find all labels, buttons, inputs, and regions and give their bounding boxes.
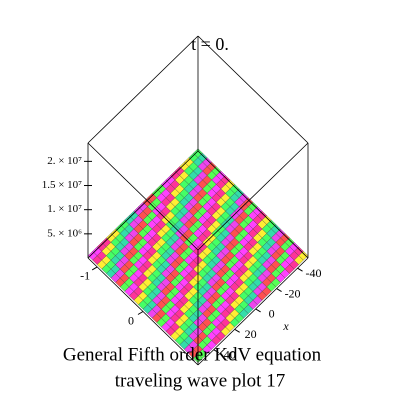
chart-title: t = 0. <box>191 34 229 54</box>
caption-line: General Fifth order KdV equation <box>63 344 322 365</box>
x-tick <box>213 349 219 354</box>
box-edge <box>87 142 199 251</box>
z-tick-label: 5. × 10⁶ <box>47 227 82 239</box>
surface <box>87 148 309 363</box>
x-tick-label: -40 <box>306 266 322 280</box>
box-edge <box>197 150 309 259</box>
box-edge <box>197 257 309 366</box>
box-edge <box>197 35 309 144</box>
bounding-box <box>87 35 309 366</box>
box-edge <box>87 35 199 144</box>
y-tick-label: -1 <box>80 269 90 283</box>
z-tick-label: 2. × 10⁷ <box>47 155 82 167</box>
x-tick <box>276 288 282 293</box>
x-tick-label: -20 <box>285 286 301 300</box>
x-tick <box>234 328 240 333</box>
box-edge <box>87 150 199 259</box>
x-tick <box>297 267 303 272</box>
caption-line: traveling wave plot 17 <box>115 370 285 391</box>
x-tick-label: 40 <box>224 347 236 361</box>
x-axis-label: x <box>282 319 289 333</box>
x-tick-label: 20 <box>245 327 257 341</box>
y-tick-label: 0 <box>128 313 134 327</box>
z-tick-label: 1.5 × 10⁷ <box>42 179 82 191</box>
y-tick <box>91 266 98 271</box>
x-tick <box>255 308 261 313</box>
x-tick-label: 0 <box>269 307 275 321</box>
y-tick <box>137 311 144 315</box>
box-edge <box>197 142 309 251</box>
z-tick-label: 1. × 10⁷ <box>47 203 82 215</box>
